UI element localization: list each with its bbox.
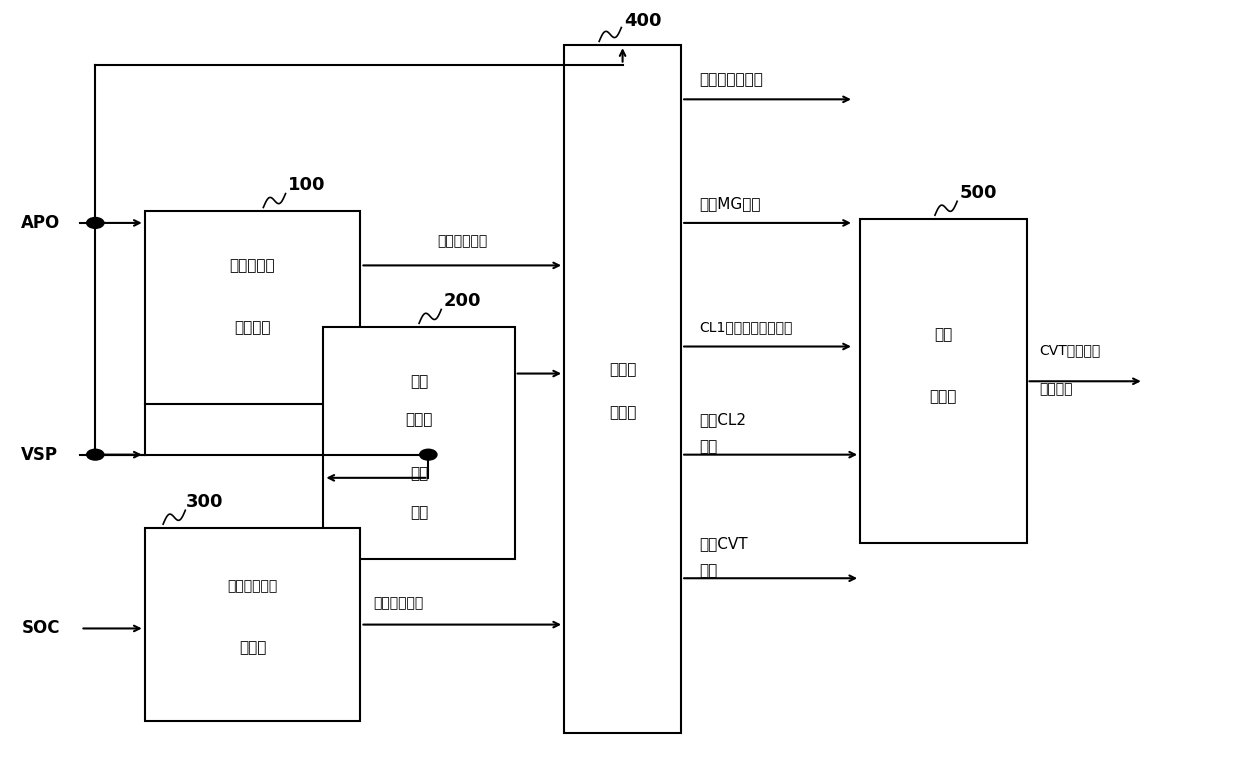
- Text: 目标CL2: 目标CL2: [700, 412, 747, 427]
- Text: 选择部: 选择部: [405, 412, 432, 427]
- Text: 目标发电输出: 目标发电输出: [228, 579, 278, 593]
- Text: 控制部: 控制部: [929, 389, 957, 405]
- Bar: [564, 45, 681, 733]
- Text: 模式: 模式: [410, 505, 429, 520]
- Text: APO: APO: [21, 214, 61, 232]
- Bar: [145, 528, 361, 721]
- Text: 电流指令: 电流指令: [1038, 382, 1073, 396]
- Text: 目标驱动转矩: 目标驱动转矩: [437, 234, 488, 248]
- Bar: [860, 219, 1027, 544]
- Text: 300: 300: [186, 493, 223, 511]
- Text: VSP: VSP: [21, 446, 58, 464]
- Text: 目标驱动转: 目标驱动转: [229, 258, 275, 273]
- Circle shape: [420, 449, 437, 460]
- Bar: [145, 212, 361, 405]
- Text: 目标发电输出: 目标发电输出: [373, 597, 422, 611]
- Text: 目标CVT: 目标CVT: [700, 536, 748, 551]
- Text: SOC: SOC: [21, 619, 59, 637]
- Text: 变速: 变速: [934, 328, 953, 342]
- Text: 目标MG转矩: 目标MG转矩: [700, 196, 761, 211]
- Text: 500: 500: [960, 184, 997, 202]
- Bar: [323, 328, 514, 559]
- Text: 运算部: 运算部: [239, 640, 266, 655]
- Text: CL1电磁线圈电流指令: CL1电磁线圈电流指令: [700, 321, 793, 335]
- Text: 200: 200: [444, 293, 481, 310]
- Text: 目标发动机转矩: 目标发动机转矩: [700, 72, 763, 87]
- Text: 指令部: 指令部: [608, 405, 637, 419]
- Text: 动作点: 动作点: [608, 363, 637, 377]
- Text: 转矩: 转矩: [700, 440, 717, 454]
- Circle shape: [87, 449, 104, 460]
- Text: CVT电磁线圈: CVT电磁线圈: [1038, 343, 1100, 357]
- Text: 运转: 运转: [410, 467, 429, 482]
- Text: 矩运算部: 矩运算部: [234, 320, 271, 335]
- Text: 400: 400: [623, 12, 662, 30]
- Text: 100: 100: [287, 177, 326, 194]
- Text: 模式: 模式: [410, 373, 429, 389]
- Text: 换档: 换档: [700, 563, 717, 578]
- Circle shape: [87, 218, 104, 228]
